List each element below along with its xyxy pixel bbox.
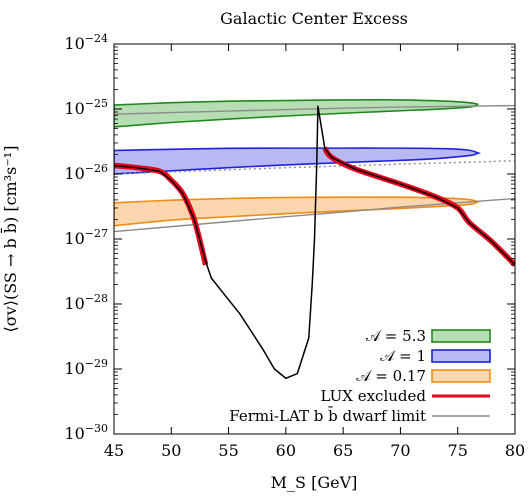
y-tick-label: 10−24 <box>64 32 108 53</box>
region-2 <box>114 196 482 227</box>
legend-label: Fermi-LAT b b̄ dwarf limit <box>229 407 426 425</box>
model-curve <box>114 105 515 380</box>
y-tick-label: 10−29 <box>64 357 108 378</box>
lines-layer <box>114 104 515 380</box>
y-tick-label: 10−30 <box>64 422 108 443</box>
x-tick-label: 75 <box>448 441 468 460</box>
region-0 <box>114 98 479 128</box>
legend-label: 𝒜 = 5.3 <box>366 327 426 345</box>
legend-swatch <box>431 369 491 383</box>
ticks-layer: 45 50 55 60 65 70 75 80 10−30 10−29 10−28 10−27 10−2… <box>64 32 525 460</box>
fermi-mid-dotted-line <box>114 160 515 175</box>
y-tick-label: 10−27 <box>64 227 108 248</box>
y-tick-label: 10−26 <box>64 162 108 183</box>
legend-label: 𝒜 = 1 <box>380 347 426 365</box>
x-tick-label: 65 <box>333 441 353 460</box>
legend-label: LUX excluded <box>320 387 426 405</box>
legend-label: 𝒜 = 0.17 <box>356 367 426 385</box>
x-tick-label: 45 <box>104 441 124 460</box>
legend-swatch <box>431 349 491 363</box>
regions-layer <box>114 98 482 227</box>
legend: 𝒜 = 5.3 𝒜 = 1 𝒜 = 0.17 LUX excluded Fermi-LA… <box>229 327 491 425</box>
region-1 <box>114 147 482 175</box>
y-tick-label: 10−25 <box>64 97 108 118</box>
fermi-upper-line <box>114 104 515 115</box>
x-axis-label: M_S [GeV] <box>271 473 358 492</box>
x-tick-label: 80 <box>505 441 525 460</box>
x-tick-label: 60 <box>276 441 296 460</box>
y-tick-label: 10−28 <box>64 292 108 313</box>
x-tick-label: 50 <box>161 441 181 460</box>
x-tick-label: 70 <box>390 441 410 460</box>
x-tick-label: 55 <box>218 441 238 460</box>
y-axis-label: ⟨σv⟩(SS → b b̄) [cm³s⁻¹] <box>0 146 20 333</box>
legend-swatch <box>431 329 491 343</box>
chart-title: Galactic Center Excess <box>220 9 408 28</box>
